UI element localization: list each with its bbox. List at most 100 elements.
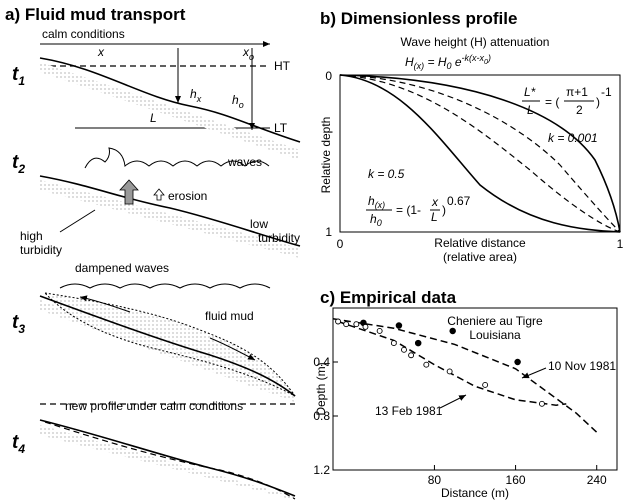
plot-frame (339, 74, 621, 233)
y-tick-label: 1.2 (313, 463, 330, 477)
curve (339, 74, 621, 233)
x-tick-label: 80 (428, 473, 442, 487)
step-label: t1 (12, 64, 25, 88)
pointer (59, 209, 96, 233)
label: waves (227, 155, 262, 169)
arrow (209, 337, 256, 361)
axis-label: (relative area) (443, 250, 517, 264)
equation: H(x) = H0 e-k(x-x0) (405, 53, 491, 71)
fit-line (332, 318, 598, 433)
x-tick-label: 160 (506, 473, 526, 487)
eq: ) (487, 53, 491, 63)
label: k = 0.001 (548, 131, 598, 145)
label: k = 0.5 (368, 167, 405, 181)
step-num: 1 (18, 74, 25, 88)
profile (39, 175, 301, 247)
upward-arrow (119, 179, 139, 205)
data-point (362, 323, 369, 330)
curve (339, 74, 621, 233)
axis-label: Relative depth (319, 117, 333, 194)
axis-label: Distance (m) (441, 486, 509, 500)
eq: h0 (370, 212, 382, 228)
label: LT (274, 121, 288, 135)
label: x (242, 45, 250, 59)
data-point (514, 358, 521, 366)
label: high (20, 229, 43, 243)
eq: H (405, 55, 414, 69)
label: dampened waves (75, 261, 169, 275)
eq: x (431, 195, 439, 209)
step-letter: t (12, 64, 19, 85)
label: new profile under calm conditions (65, 399, 243, 413)
label: calm conditions (42, 27, 125, 41)
tick-label: 1 (325, 225, 332, 239)
subtitle: Wave height (H) attenuation (401, 35, 550, 49)
curve (339, 74, 621, 233)
eq: h(x) (368, 194, 385, 210)
label: turbidity (20, 243, 62, 257)
axis-label: Depth (m) (314, 362, 328, 415)
panel-c-title: c) Empirical data (320, 288, 457, 307)
data-point (401, 346, 407, 353)
sediment (40, 425, 295, 500)
data-point (343, 321, 350, 328)
label: turbidity (258, 231, 300, 245)
label: ho (232, 93, 244, 110)
step-label: t4 (12, 432, 25, 456)
eq: = (1- (396, 203, 421, 217)
label: x (196, 94, 202, 104)
panel-a-title: a) Fluid mud transport (5, 5, 186, 24)
eq: ) (596, 95, 600, 109)
series-label: 13 Feb 1981 (375, 404, 443, 418)
sediment (40, 62, 300, 160)
eq: h (370, 212, 377, 226)
step-num: 2 (17, 162, 25, 176)
step-num: 3 (18, 322, 25, 336)
y-tick-label: 0.8 (313, 409, 330, 423)
step-label: t2 (12, 152, 25, 176)
label: fluid mud (205, 309, 254, 323)
eq: -1 (601, 85, 612, 99)
eq: e (452, 55, 462, 69)
arrow (79, 295, 131, 313)
step-letter: t (12, 432, 19, 453)
upward-arrow (153, 188, 165, 201)
eq: h (368, 194, 375, 208)
curve (339, 74, 621, 233)
label: o (239, 100, 244, 110)
eq: -k(x-x (462, 53, 485, 63)
eq: π+1 (566, 85, 588, 99)
data-point (390, 340, 397, 347)
data-point (449, 327, 456, 335)
eq: ) (442, 203, 446, 217)
data-point (423, 361, 430, 368)
data-point (414, 339, 422, 347)
eq: L (527, 103, 534, 117)
axis-label: Relative distance (434, 236, 526, 250)
eq: 2 (576, 103, 583, 117)
profile (39, 57, 301, 143)
annotation: Louisiana (469, 328, 521, 342)
equation: h(x) h0 = (1- x L ) 0.67 (366, 194, 471, 228)
data-point (395, 322, 403, 329)
eq: 0 (484, 59, 488, 66)
profile (39, 419, 296, 497)
data-point (446, 368, 453, 375)
waves (59, 283, 271, 289)
data-point (482, 382, 489, 388)
label: L (150, 111, 157, 125)
data-point (376, 328, 383, 334)
eq: (x) (414, 61, 425, 71)
waves (84, 147, 270, 169)
data-point (538, 400, 545, 407)
eq: L* (524, 85, 536, 99)
eq: L (431, 210, 438, 224)
eq: (x) (375, 200, 386, 210)
step-letter: t (12, 312, 19, 333)
label: x (97, 45, 105, 59)
sediment (40, 180, 300, 258)
eq: 0 (377, 218, 382, 228)
equation: L* L = ( π+1 2 ) -1 (522, 85, 612, 117)
